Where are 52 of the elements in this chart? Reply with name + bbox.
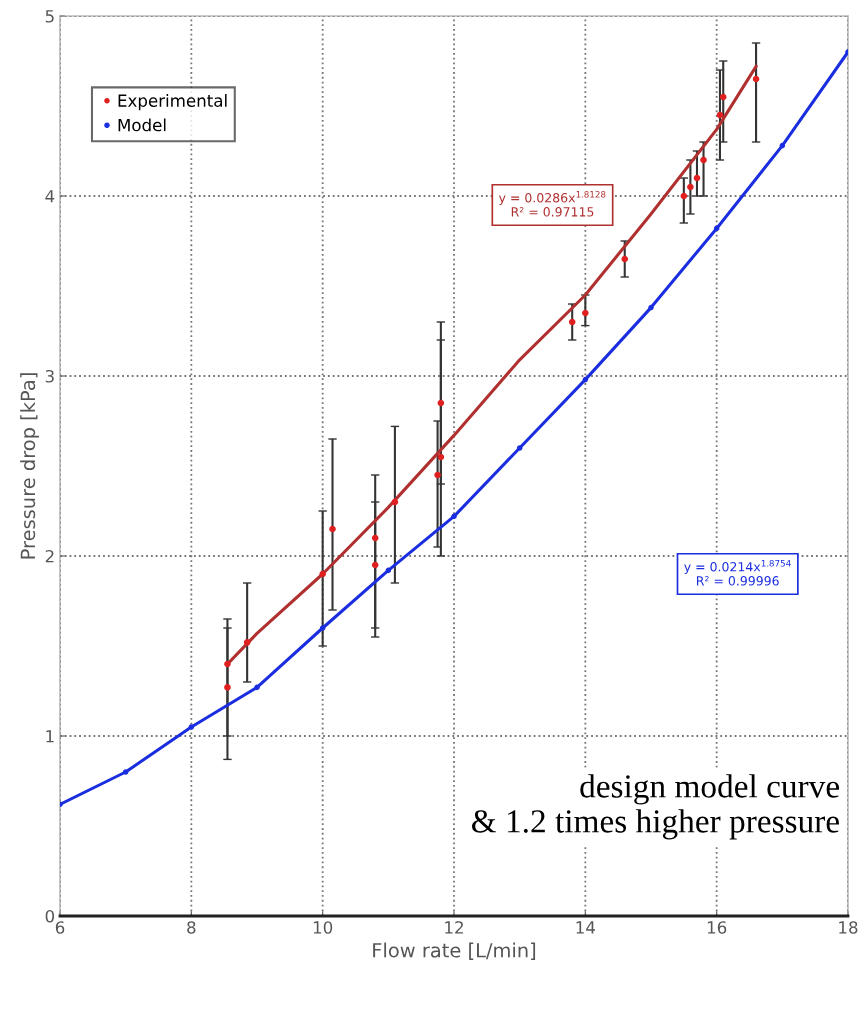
point	[582, 309, 589, 317]
x-tick-label: 18	[839, 921, 858, 934]
legend-label: Model	[118, 118, 166, 132]
point	[434, 471, 441, 479]
y-tick-label: 3	[45, 369, 54, 383]
point	[391, 498, 399, 506]
point	[188, 724, 195, 730]
point	[329, 525, 336, 533]
legend-label: Experimental	[118, 94, 227, 111]
point	[582, 376, 589, 383]
y-tick-label: 5	[45, 10, 54, 23]
annotation: y = 0.0286x$^{1.8128}$ R² = 0.97115	[498, 191, 606, 217]
point	[680, 192, 688, 200]
point	[648, 304, 654, 311]
point	[224, 684, 231, 691]
point	[719, 93, 727, 101]
point	[437, 453, 445, 461]
annotation: design model curve & 1.2 times higher pressure	[472, 774, 839, 840]
point	[371, 534, 379, 542]
y-axis-title: Pressure drop [kPa]	[20, 373, 39, 559]
x-tick-label: 14	[576, 921, 595, 934]
x-tick-label: 12	[445, 921, 463, 934]
point	[700, 156, 707, 164]
point	[319, 570, 326, 578]
y-tick-label: 2	[45, 549, 54, 563]
point	[224, 660, 231, 668]
x-tick-label: 8	[187, 921, 196, 934]
annotation: y = 0.0214x$^{1.8754}$ R² = 0.99996	[684, 560, 791, 586]
point	[451, 513, 457, 520]
y-tick-label: 1	[46, 730, 54, 743]
point	[319, 625, 326, 631]
point	[716, 111, 724, 119]
point	[621, 255, 629, 263]
x-axis-title: Flow rate [L/min]	[373, 942, 536, 960]
point	[693, 174, 701, 182]
point	[687, 183, 694, 191]
point	[243, 639, 251, 646]
point	[122, 769, 129, 775]
point	[752, 75, 760, 83]
point	[568, 318, 576, 326]
point	[254, 684, 260, 691]
x-tick-label: 16	[707, 921, 727, 934]
y-tick-label: 4	[45, 190, 55, 203]
point	[371, 561, 379, 569]
y-tick-label: 0	[45, 909, 55, 923]
x-tick-label: 10	[313, 921, 333, 934]
point	[779, 142, 786, 149]
point	[385, 567, 392, 574]
point	[713, 225, 720, 232]
point	[437, 399, 445, 407]
point	[516, 445, 523, 451]
x-tick-label: 6	[55, 921, 65, 934]
